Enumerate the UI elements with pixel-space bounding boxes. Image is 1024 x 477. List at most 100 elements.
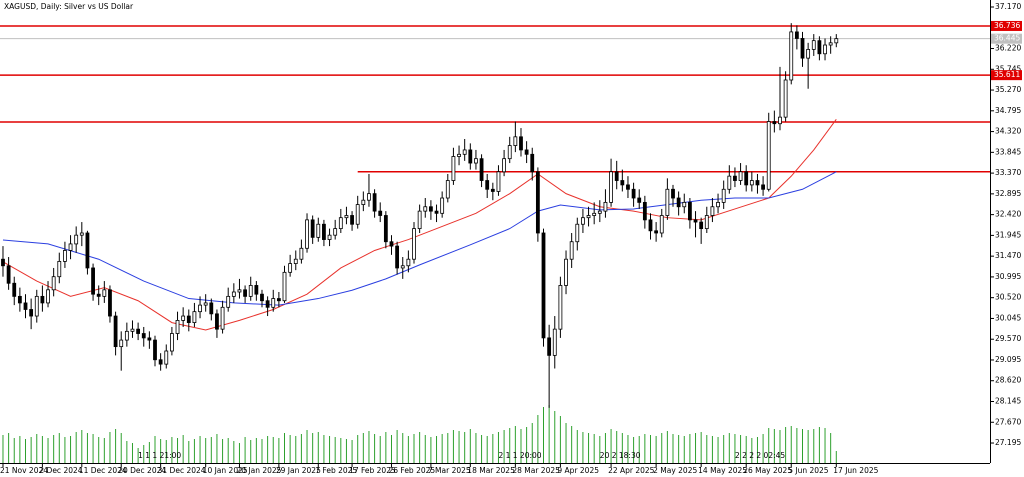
candle-body bbox=[671, 188, 675, 199]
candle-body bbox=[293, 258, 298, 264]
candle-body bbox=[74, 234, 79, 245]
bid-label-box bbox=[991, 33, 1022, 44]
candle-body bbox=[288, 263, 293, 273]
y-tick-label: 27.670 bbox=[995, 417, 1021, 426]
candle-body bbox=[383, 215, 388, 243]
candle-body bbox=[519, 136, 523, 151]
candle-body bbox=[389, 241, 394, 247]
y-tick-label: 32.420 bbox=[995, 210, 1021, 219]
candle-body bbox=[316, 223, 321, 238]
candle-body bbox=[220, 306, 225, 330]
candle-body bbox=[626, 184, 630, 190]
y-tick-label: 31.470 bbox=[995, 251, 1021, 260]
candle-body bbox=[237, 289, 242, 293]
candle-body bbox=[299, 247, 304, 260]
annotation: 1 1 1 21:00 bbox=[138, 451, 181, 460]
y-tick-label: 28.145 bbox=[995, 396, 1021, 405]
candle-body bbox=[276, 298, 281, 302]
x-tick-label: 2 Dec 2024 bbox=[39, 466, 82, 475]
candle-body bbox=[344, 215, 349, 219]
candle-body bbox=[569, 241, 574, 260]
candle-body bbox=[327, 234, 332, 240]
candle-body bbox=[361, 199, 366, 205]
candle-body bbox=[581, 217, 585, 225]
candle-body bbox=[451, 156, 456, 181]
candle-body bbox=[817, 40, 822, 55]
candle-body bbox=[91, 267, 95, 295]
candle-body bbox=[783, 79, 788, 118]
candle-body bbox=[434, 210, 439, 214]
y-tick-label: 32.895 bbox=[995, 189, 1021, 198]
candle-body bbox=[474, 158, 478, 164]
candle-body bbox=[113, 315, 118, 348]
candle-body bbox=[400, 265, 405, 269]
candle-body bbox=[620, 180, 625, 186]
candle-body bbox=[575, 223, 580, 243]
candle-body bbox=[406, 258, 411, 267]
candle-body bbox=[828, 42, 833, 46]
candle-body bbox=[338, 217, 343, 230]
x-tick-label: 20 Jan 2025 bbox=[236, 466, 281, 475]
candle-body bbox=[6, 265, 11, 284]
candle-body bbox=[744, 171, 749, 186]
candle-body bbox=[51, 276, 56, 291]
candle-body bbox=[654, 230, 659, 234]
candle-body bbox=[265, 300, 270, 308]
candle-body bbox=[468, 149, 473, 164]
candle-body bbox=[479, 158, 484, 181]
candle-body bbox=[17, 295, 22, 304]
x-tick-label: 5 Jun 2025 bbox=[788, 466, 829, 475]
x-tick-label: 22 Apr 2025 bbox=[608, 466, 655, 475]
candle-body bbox=[79, 232, 84, 236]
candle-body bbox=[502, 158, 506, 173]
y-tick-label: 29.570 bbox=[995, 334, 1021, 343]
candle-body bbox=[642, 201, 647, 221]
y-tick-label: 33.845 bbox=[995, 147, 1021, 156]
candle-body bbox=[85, 232, 90, 269]
candle-body bbox=[63, 250, 67, 262]
candle-body bbox=[428, 206, 433, 212]
y-tick-label: 28.620 bbox=[995, 376, 1021, 385]
candle-body bbox=[310, 219, 315, 238]
candle-body bbox=[181, 315, 186, 321]
candle-body bbox=[721, 188, 726, 203]
candle-body bbox=[676, 197, 681, 208]
x-tick-label: 2 May 2025 bbox=[653, 466, 697, 475]
candle-body bbox=[485, 180, 490, 190]
candle-body bbox=[609, 171, 613, 203]
candle-body bbox=[659, 215, 664, 234]
candle-body bbox=[637, 197, 642, 203]
y-tick-label: 33.370 bbox=[995, 168, 1021, 177]
candle-body bbox=[40, 295, 45, 304]
candle-body bbox=[147, 337, 152, 341]
annotation: 2 2 2 2 02:45 bbox=[735, 451, 785, 460]
y-tick-label: 30.995 bbox=[995, 272, 1021, 281]
candle-body bbox=[811, 40, 816, 50]
candle-body bbox=[355, 204, 360, 225]
candle-body bbox=[794, 31, 799, 39]
candle-body bbox=[665, 188, 670, 216]
candle-body bbox=[682, 201, 687, 208]
candle-body bbox=[254, 285, 259, 295]
candle-body bbox=[175, 320, 180, 334]
y-tick-label: 35.270 bbox=[995, 85, 1021, 94]
candle-body bbox=[586, 215, 591, 219]
candle-body bbox=[158, 359, 163, 365]
y-tick-label: 37.170 bbox=[995, 2, 1021, 11]
candle-body bbox=[766, 121, 771, 190]
candle-body bbox=[29, 309, 34, 317]
candle-body bbox=[772, 121, 777, 125]
candle-body bbox=[558, 285, 563, 330]
bid-label: 36.445 bbox=[994, 34, 1020, 43]
candle-body bbox=[378, 210, 383, 216]
candle-body bbox=[226, 295, 231, 308]
candle-body bbox=[507, 145, 512, 160]
candle-body bbox=[727, 175, 732, 190]
candle-body bbox=[693, 219, 698, 223]
candle-body bbox=[423, 206, 428, 212]
candle-body bbox=[367, 193, 371, 201]
candle-body bbox=[192, 311, 197, 323]
candle-body bbox=[462, 149, 467, 155]
candle-body bbox=[592, 212, 597, 216]
candle-body bbox=[260, 293, 264, 302]
